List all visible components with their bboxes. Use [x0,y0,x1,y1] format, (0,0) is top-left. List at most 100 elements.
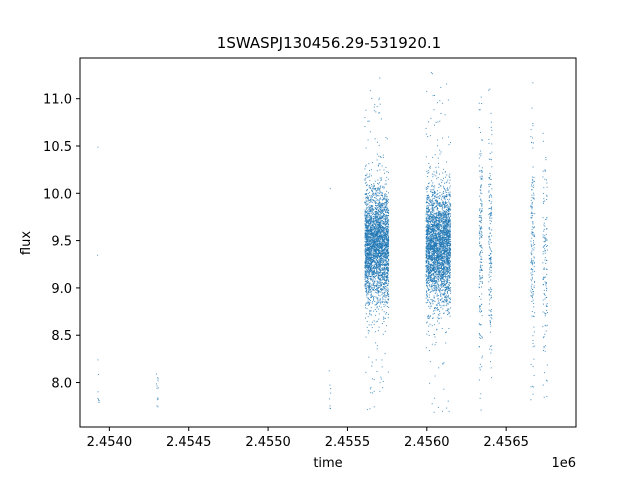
data-point [435,170,437,172]
data-point [439,244,441,246]
data-point [372,206,374,208]
data-point [382,259,383,261]
data-point [426,198,428,200]
data-point [426,275,428,277]
data-point [428,285,430,287]
data-point [446,289,448,291]
data-point [435,225,437,227]
data-point [371,262,373,264]
data-point [379,212,381,214]
data-point [379,207,381,209]
data-point [431,343,433,345]
data-point [388,299,390,301]
data-point [367,222,369,224]
data-point [368,287,370,289]
data-point [429,242,431,244]
data-point [438,202,440,204]
data-point [371,226,373,228]
data-point [384,219,386,221]
data-point [376,302,378,304]
data-point [380,289,382,290]
data-point [378,99,380,101]
data-point [445,258,447,260]
data-point [441,249,443,251]
data-point [372,257,374,259]
data-point [372,221,374,223]
data-point [366,253,368,255]
data-point [375,264,377,266]
data-point [449,227,451,229]
data-point [370,169,372,171]
data-point [444,224,446,226]
data-point [367,212,369,214]
data-point [381,273,383,275]
data-point [381,259,383,261]
data-point [377,220,379,222]
data-point [446,254,448,256]
data-point [385,199,387,201]
data-point [385,200,387,202]
data-point [442,278,444,280]
data-point [427,246,429,248]
data-point [445,284,447,286]
data-point [367,300,369,302]
data-point [432,198,434,200]
data-point [364,267,366,269]
data-point [373,379,375,381]
data-point [426,258,428,260]
data-point [441,204,443,206]
data-point [373,232,375,234]
data-point [366,192,368,194]
data-point [426,237,428,239]
data-point [365,175,367,177]
data-point [383,207,385,209]
data-point [369,240,371,242]
data-point [378,265,380,267]
data-point [372,258,374,260]
data-point [436,275,438,277]
data-point [369,224,371,226]
data-point [439,211,441,213]
data-point [368,304,370,306]
data-point [387,178,389,180]
data-point [377,186,379,188]
data-point [442,232,444,234]
data-point [447,179,449,181]
data-point [371,97,373,99]
data-point [380,180,382,182]
data-point [378,281,380,283]
data-point [376,211,378,213]
data-point [375,304,377,306]
data-point [377,245,379,247]
data-point [385,215,387,217]
data-point [365,203,367,205]
data-point [386,268,388,270]
data-point [378,263,380,265]
data-point [372,209,374,211]
data-point [386,245,388,247]
data-point [441,208,443,210]
data-point [435,229,437,231]
data-point [365,313,367,315]
data-point [366,227,368,229]
data-point [364,248,366,250]
data-point [427,277,429,279]
data-point [436,245,438,246]
data-point [373,297,375,299]
data-point [329,384,331,386]
data-point [382,269,384,271]
data-point [374,138,376,140]
data-point [371,251,373,253]
data-point [366,208,368,210]
data-point [373,227,375,229]
data-point [436,246,438,248]
data-point [436,287,438,289]
data-point [380,287,382,289]
data-point [377,253,379,255]
data-point [379,237,381,239]
data-point [373,193,375,195]
data-point [370,262,372,264]
data-point [366,272,368,274]
data-point [367,316,369,318]
data-point [370,269,372,271]
